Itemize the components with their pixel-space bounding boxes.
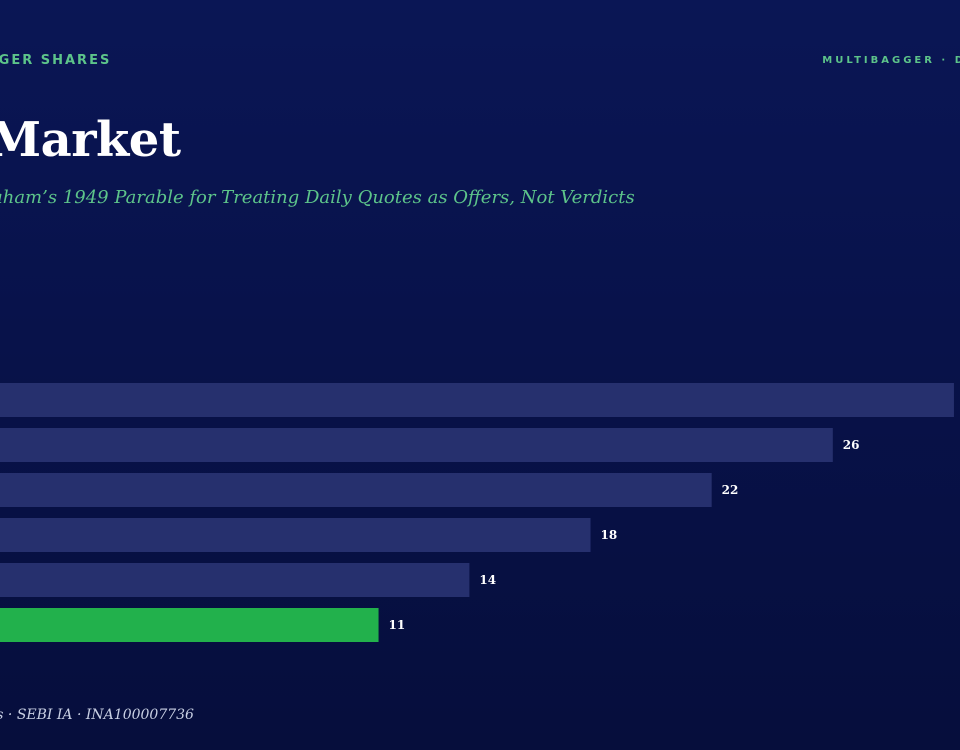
- bar: [0, 428, 833, 462]
- page-subtitle: aham’s 1949 Parable for Treating Daily Q…: [0, 187, 635, 208]
- bar-value-label: 11: [389, 618, 406, 632]
- bar-highlight: [0, 608, 379, 642]
- kicker-left: GGER SHARES: [0, 53, 112, 68]
- bar-value-label: 18: [601, 528, 618, 542]
- bar: [0, 518, 591, 552]
- bar-value-label: 14: [479, 573, 496, 587]
- kicker-right: MULTIBAGGER · D: [822, 55, 960, 66]
- bar: [0, 473, 712, 507]
- bar: [0, 383, 954, 417]
- page-title: Market: [0, 112, 181, 168]
- bar-value-label: 22: [722, 483, 739, 497]
- bar-chart: 26 22 18 14 11: [0, 383, 954, 642]
- bar-value-label: 26: [843, 438, 860, 452]
- footer-text: es · SEBI IA · INA100007736: [0, 707, 194, 723]
- bar: [0, 563, 470, 597]
